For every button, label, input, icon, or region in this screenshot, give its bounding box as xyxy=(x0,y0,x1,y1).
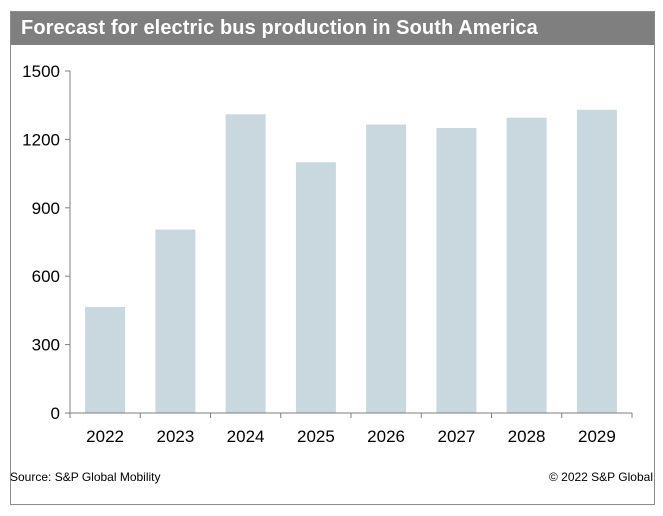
y-tick-label: 900 xyxy=(32,199,60,218)
x-tick-label: 2024 xyxy=(227,427,265,446)
y-tick-label: 0 xyxy=(51,404,60,423)
copyright-note: © 2022 S&P Global xyxy=(548,470,653,484)
bar-2029 xyxy=(576,109,617,414)
x-tick-label: 2025 xyxy=(297,427,335,446)
chart-title: Forecast for electric bus production in … xyxy=(21,17,538,39)
y-tick-label: 300 xyxy=(32,336,60,355)
bar-2023 xyxy=(155,229,196,413)
chart-frame: Forecast for electric bus production in … xyxy=(10,11,655,505)
x-tick-label: 2022 xyxy=(86,427,124,446)
y-tick-label: 600 xyxy=(32,267,60,286)
x-tick-label: 2029 xyxy=(578,427,616,446)
bar-2026 xyxy=(366,124,407,413)
title-bar: Forecast for electric bus production in … xyxy=(11,12,654,45)
x-tick-label: 2026 xyxy=(367,427,405,446)
y-tick-label: 1200 xyxy=(22,130,60,149)
x-tick-label: 2028 xyxy=(508,427,546,446)
bar-2027 xyxy=(436,128,477,413)
x-tick-label: 2027 xyxy=(437,427,475,446)
x-tick-label: 2023 xyxy=(156,427,194,446)
bar-2024 xyxy=(225,114,266,414)
y-tick-label: 1500 xyxy=(22,62,60,81)
bar-2022 xyxy=(85,307,126,413)
source-note: Source: S&P Global Mobility xyxy=(10,470,161,484)
bar-2025 xyxy=(295,162,336,413)
bar-2028 xyxy=(506,117,547,413)
